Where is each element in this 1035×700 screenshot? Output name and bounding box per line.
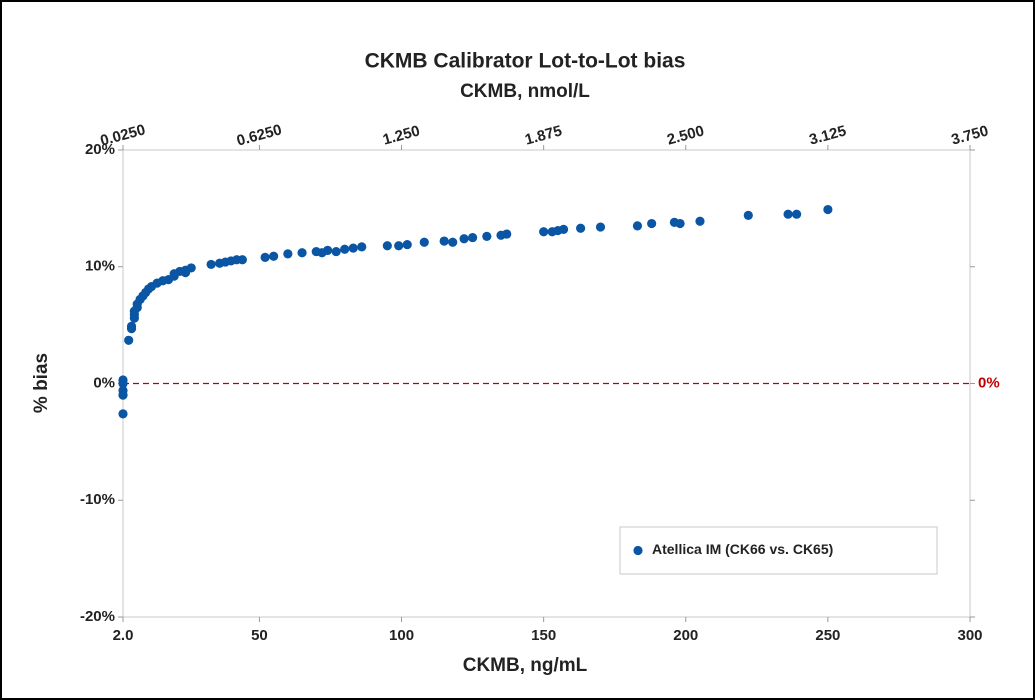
point [118, 375, 128, 385]
point [695, 216, 705, 226]
point [124, 335, 134, 345]
point [783, 209, 793, 219]
legend-label: Atellica IM (CK66 vs. CK65) [652, 541, 833, 557]
point [357, 242, 367, 252]
point [558, 224, 569, 234]
point [206, 259, 216, 270]
point [237, 255, 247, 265]
x-tick-label: 50 [251, 627, 268, 644]
x-tick-label: 150 [531, 627, 556, 644]
point [539, 227, 549, 237]
point [632, 221, 643, 231]
point [402, 239, 412, 250]
reference-label: 0% [978, 374, 1000, 391]
point [394, 241, 404, 251]
y-tick-label: 10% [85, 258, 115, 275]
point [439, 236, 449, 246]
point [502, 229, 512, 239]
point [459, 234, 469, 244]
point [118, 409, 128, 419]
legend-marker [633, 545, 643, 556]
point [595, 222, 606, 232]
point [269, 251, 279, 261]
legend-box [619, 526, 938, 575]
point [675, 218, 685, 229]
point [118, 385, 128, 396]
point [331, 246, 341, 257]
x-tick-label: 300 [957, 627, 982, 644]
y-tick-label: -20% [80, 608, 115, 625]
y-tick-label: 20% [85, 141, 115, 158]
x-tick-label: 250 [815, 627, 840, 644]
x-tick-label: 2.0 [113, 627, 134, 644]
point [576, 223, 586, 233]
point [743, 210, 753, 220]
point [323, 245, 333, 256]
point [647, 218, 657, 229]
point [297, 248, 307, 258]
point [186, 263, 196, 273]
point [468, 232, 478, 243]
y-axis-title: % bias [31, 353, 52, 413]
point [260, 252, 270, 263]
point [823, 204, 833, 215]
y-tick-label: -10% [80, 491, 115, 508]
x-tick-label: 200 [673, 627, 698, 644]
point [419, 237, 429, 247]
x2-axis-title: CKMB, nmol/L [460, 81, 590, 102]
y-tick-label: 0% [93, 374, 115, 391]
x-tick-label: 100 [389, 627, 414, 644]
point [448, 237, 458, 247]
point [126, 321, 137, 331]
point [340, 244, 350, 254]
point [382, 241, 392, 251]
point [482, 231, 492, 241]
point [348, 243, 358, 253]
x-axis-title: CKMB, ng/mL [463, 655, 588, 676]
point [283, 249, 293, 259]
point [792, 209, 802, 219]
chart-title: CKMB Calibrator Lot-to-Lot bias [365, 50, 686, 73]
